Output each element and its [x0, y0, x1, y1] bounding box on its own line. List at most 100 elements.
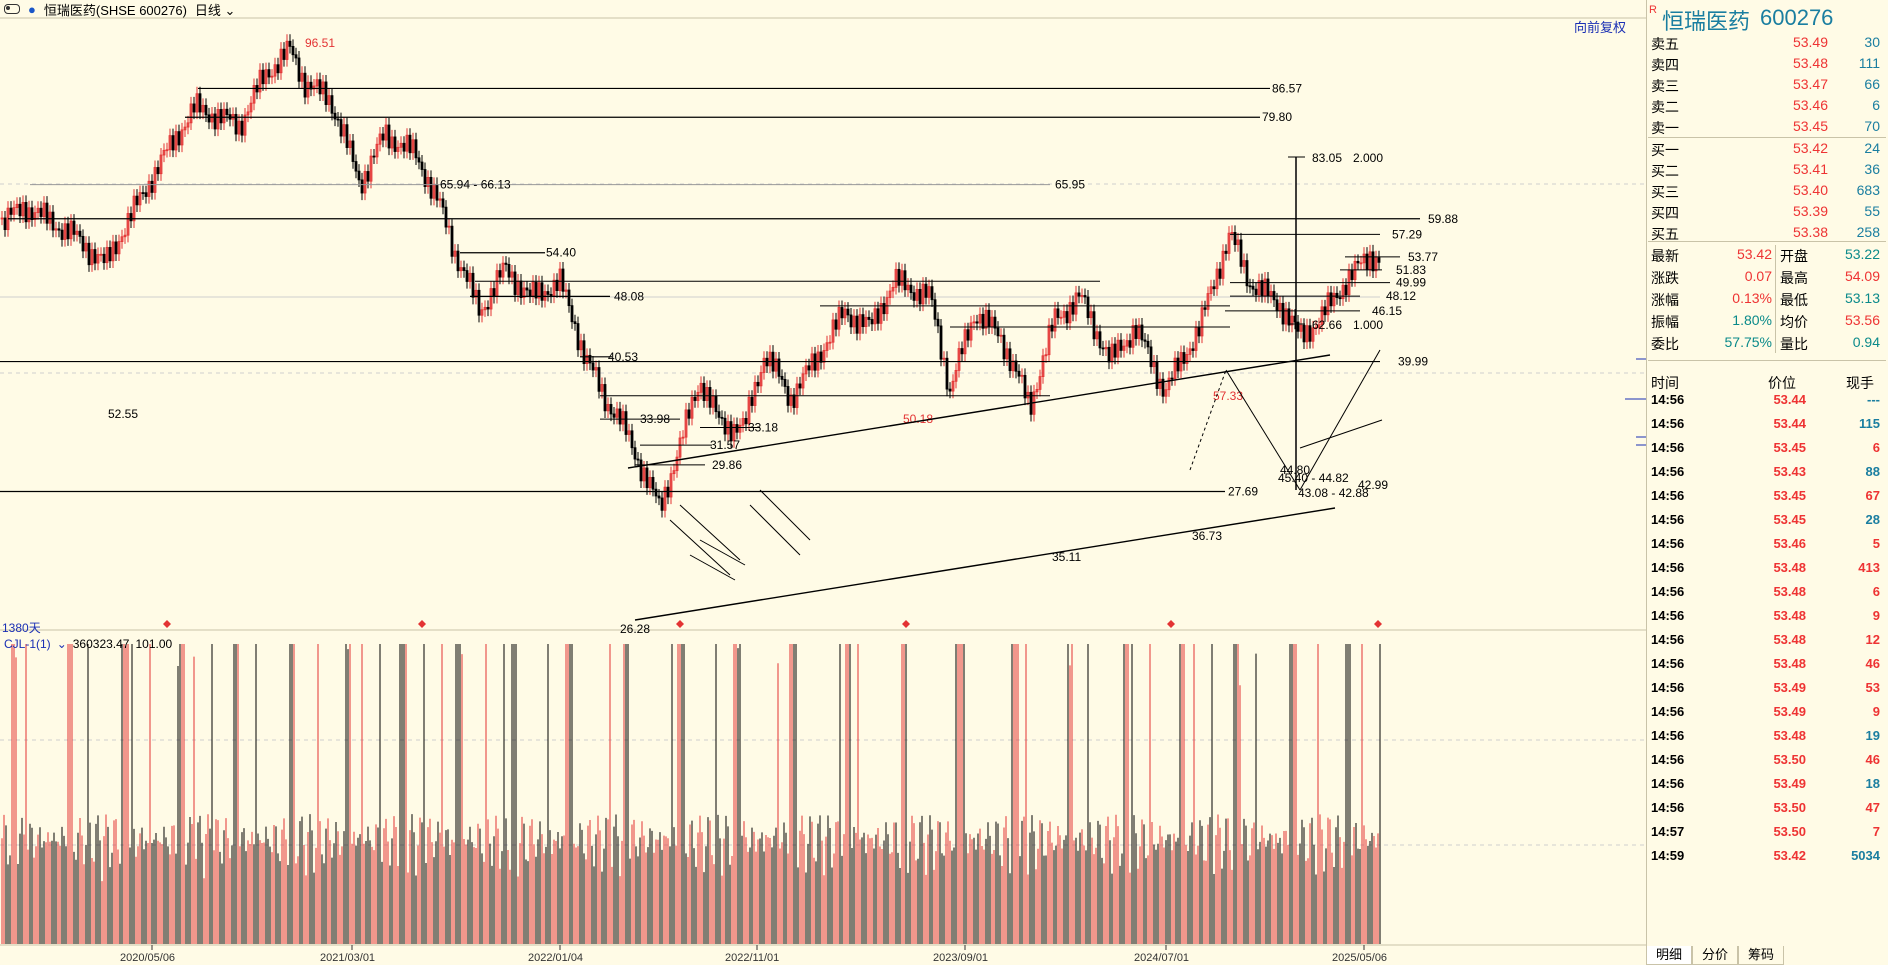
period-select[interactable]: 日线 ⌄	[195, 0, 236, 19]
candle-body	[21, 202, 25, 217]
tick-time: 14:56	[1651, 656, 1685, 671]
candle-body	[270, 75, 274, 78]
candle-body	[234, 113, 238, 135]
tick-qty: 18	[1865, 776, 1880, 791]
candle-body	[1167, 377, 1171, 391]
tick-row[interactable]: 14:56 53.48 9	[1648, 604, 1886, 628]
tick-row[interactable]: 14:56 53.45 67	[1648, 484, 1886, 508]
candle-body	[201, 104, 205, 113]
price-annotation: 1.000	[1353, 318, 1383, 332]
orderbook-row[interactable]: 买五 53.38 258	[1648, 222, 1886, 243]
price-annotation: 35.11	[1052, 550, 1081, 564]
orderbook-row[interactable]: 卖五 53.49 30	[1648, 32, 1886, 53]
price-annotation: 2.000	[1353, 151, 1383, 165]
price-annotation: 53.77	[1408, 250, 1438, 264]
candle-body	[411, 139, 415, 154]
candle-body	[438, 198, 442, 201]
tab-price-dist[interactable]: 分价	[1692, 946, 1738, 965]
candle-body	[447, 225, 451, 228]
indicator-header[interactable]: CJL-1(1) ⌄ 360323.47 101.00	[4, 637, 172, 651]
orderbook-row[interactable]: 卖二 53.46 6	[1648, 95, 1886, 116]
margin-badge: R	[1649, 4, 1657, 16]
candle-body	[1146, 340, 1150, 348]
tick-row[interactable]: 14:56 53.50 47	[1648, 796, 1886, 820]
tick-row[interactable]: 14:56 53.50 46	[1648, 748, 1886, 772]
tick-row[interactable]: 14:56 53.49 53	[1648, 676, 1886, 700]
orderbook-row[interactable]: 卖三 53.47 66	[1648, 74, 1886, 95]
orderbook-row[interactable]: 买四 53.39 55	[1648, 201, 1886, 222]
tick-row[interactable]: 14:57 53.50 7	[1648, 820, 1886, 844]
candle-body	[930, 286, 934, 301]
orderbook-row[interactable]: 买三 53.40 683	[1648, 180, 1886, 201]
stat-value: 53.13	[1844, 290, 1880, 306]
candle-body	[954, 370, 958, 382]
candle-body	[420, 161, 424, 170]
tick-row[interactable]: 14:56 53.46 5	[1648, 532, 1886, 556]
tick-row[interactable]: 14:56 53.44 ---	[1648, 388, 1886, 412]
tick-row[interactable]: 14:56 53.48 19	[1648, 724, 1886, 748]
candle-body	[1002, 334, 1006, 360]
kline-chart[interactable]: 86.57 79.80 65.95 59.88 39.99 27.69 54.40 48.08…	[0, 0, 1646, 965]
trend-line	[627, 354, 1331, 469]
candle-body	[117, 241, 121, 255]
tick-row[interactable]: 14:56 53.48 12	[1648, 628, 1886, 652]
orderbook-row[interactable]: 卖一 53.45 70	[1648, 116, 1886, 137]
tick-row[interactable]: 14:56 53.45 6	[1648, 436, 1886, 460]
candle-body	[1374, 257, 1378, 272]
orderbook-price: 53.39	[1792, 203, 1828, 219]
price-annotation: 33.98	[640, 412, 670, 426]
tick-qty: 7	[1872, 824, 1880, 839]
candle-body	[696, 391, 700, 401]
candle-body	[306, 81, 310, 98]
tab-chips[interactable]: 筹码	[1738, 946, 1784, 965]
candle-body	[618, 408, 622, 425]
event-marker-icon	[163, 620, 171, 628]
candle-body	[1350, 270, 1354, 280]
tick-row[interactable]: 14:56 53.49 9	[1648, 700, 1886, 724]
candle-body	[189, 103, 193, 124]
candle-body	[144, 192, 148, 197]
indicator-name[interactable]: CJL-1(1)	[4, 637, 51, 651]
tick-row[interactable]: 14:56 53.48 413	[1648, 556, 1886, 580]
candle-body	[879, 303, 883, 324]
tick-time: 14:57	[1651, 824, 1685, 839]
candle-body	[384, 124, 388, 141]
stat-value: 57.75%	[1724, 334, 1772, 350]
tick-row[interactable]: 14:56 53.43 88	[1648, 460, 1886, 484]
orderbook-row[interactable]: 买一 53.42 24	[1648, 138, 1886, 159]
tick-row[interactable]: 14:56 53.44 115	[1648, 412, 1886, 436]
toggle-icon[interactable]	[4, 4, 20, 14]
adjust-mode-button[interactable]: 向前复权	[1574, 20, 1627, 35]
orderbook-label: 卖一	[1651, 120, 1679, 136]
candle-body	[393, 136, 397, 152]
candle-body	[822, 350, 826, 363]
candle-body	[282, 48, 286, 60]
tick-row[interactable]: 14:56 53.48 6	[1648, 580, 1886, 604]
tick-row[interactable]: 14:59 53.42 5034	[1648, 844, 1886, 868]
tick-price: 53.42	[1773, 848, 1806, 863]
candle-body	[1041, 355, 1045, 377]
candle-body	[390, 136, 394, 149]
orderbook-row[interactable]: 卖四 53.48 111	[1648, 53, 1886, 74]
tab-detail[interactable]: 明细	[1646, 946, 1692, 965]
candle-body	[1359, 262, 1363, 265]
candle-body	[9, 207, 13, 215]
candle-body	[1356, 260, 1360, 264]
candle-body	[645, 467, 649, 489]
tick-row[interactable]: 14:56 53.49 18	[1648, 772, 1886, 796]
x-axis-label: 2021/03/01	[320, 952, 375, 964]
tick-qty: 19	[1865, 728, 1880, 743]
candle-body	[690, 397, 694, 419]
orderbook-row[interactable]: 买二 53.41 36	[1648, 159, 1886, 180]
candle-body	[756, 381, 760, 387]
tick-time: 14:56	[1651, 704, 1685, 719]
candle-body	[1083, 295, 1087, 298]
candle-body	[894, 268, 898, 288]
candle-body	[339, 119, 343, 137]
chart-canvas[interactable]: 86.57 79.80 65.95 59.88 39.99 27.69 54.40 48.08…	[0, 0, 1646, 965]
tick-row[interactable]: 14:56 53.45 28	[1648, 508, 1886, 532]
tick-row[interactable]: 14:56 53.48 46	[1648, 652, 1886, 676]
candle-body	[768, 351, 772, 367]
candle-body	[1326, 292, 1330, 316]
candle-body	[1248, 285, 1252, 288]
